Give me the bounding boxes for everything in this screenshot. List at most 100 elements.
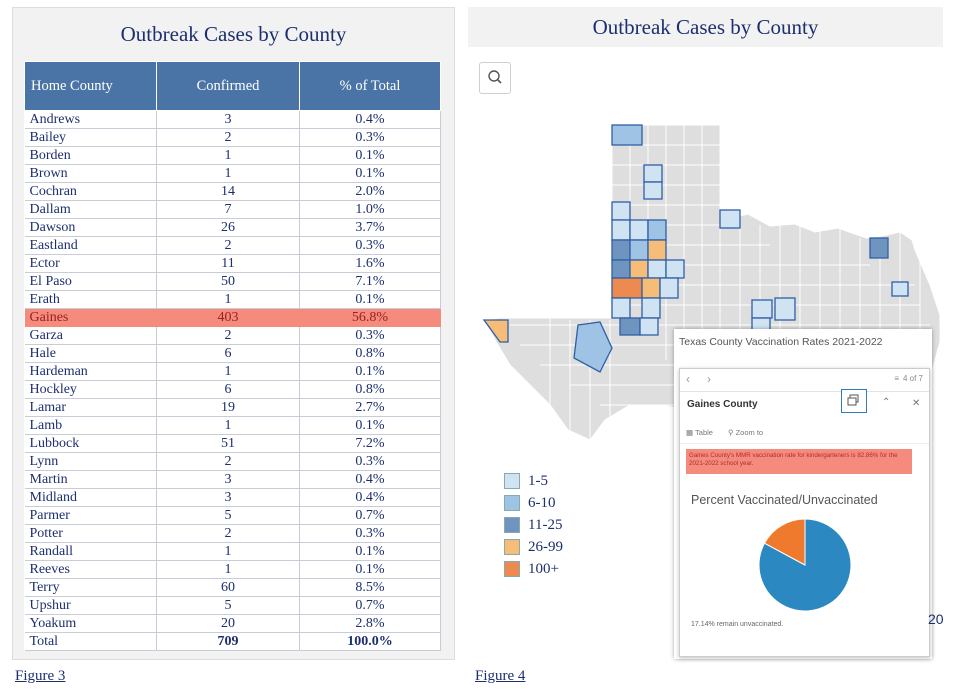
county-cell: Upshur bbox=[24, 596, 157, 615]
county-cell: Borden bbox=[24, 146, 157, 165]
table-header-row: Home County Confirmed % of Total bbox=[24, 61, 441, 111]
county-lubbock bbox=[647, 239, 667, 261]
pie-slice-unvaccinated[interactable] bbox=[763, 518, 806, 566]
pager-text: 4 of 7 bbox=[902, 374, 923, 383]
pct-cell: 7.2% bbox=[299, 434, 441, 453]
confirmed-cell: 19 bbox=[156, 398, 300, 417]
pct-cell: 0.1% bbox=[299, 542, 441, 561]
county-cell: Gaines bbox=[24, 308, 157, 327]
confirmed-cell: 1 bbox=[156, 164, 300, 183]
confirmed-cell: 2 bbox=[156, 524, 300, 543]
legend-label: 26-99 bbox=[528, 538, 563, 555]
county-cell: Total bbox=[24, 632, 157, 651]
table-row: Potter 2 0.3% bbox=[24, 524, 441, 543]
legend-swatch bbox=[504, 495, 520, 511]
county-cell: Hardeman bbox=[24, 362, 157, 381]
confirmed-cell: 14 bbox=[156, 182, 300, 201]
legend-swatch bbox=[504, 473, 520, 489]
pct-cell: 0.3% bbox=[299, 326, 441, 345]
legend-swatch bbox=[504, 539, 520, 555]
table-row: Ector 11 1.6% bbox=[24, 254, 441, 273]
county-cell: Eastland bbox=[24, 236, 157, 255]
county-cell: Lamar bbox=[24, 398, 157, 417]
pct-cell: 0.8% bbox=[299, 380, 441, 399]
county-cell: Parmer bbox=[24, 506, 157, 525]
table-total-row: Total 709 100.0% bbox=[24, 632, 441, 651]
popup-pager[interactable]: ≡ 4 of 7 bbox=[894, 374, 923, 383]
table-row: Randall 1 0.1% bbox=[24, 542, 441, 561]
legend-label: 100+ bbox=[528, 560, 559, 577]
pct-cell: 2.7% bbox=[299, 398, 441, 417]
legend-item: 11-25 bbox=[504, 514, 563, 536]
confirmed-cell: 60 bbox=[156, 578, 300, 597]
county-cochran bbox=[611, 239, 631, 261]
map-search-button[interactable] bbox=[479, 62, 511, 94]
figure3-panel: Outbreak Cases by County Home County Con… bbox=[12, 7, 455, 660]
table-row: Martin 3 0.4% bbox=[24, 470, 441, 489]
table-row: Brown 1 0.1% bbox=[24, 164, 441, 183]
layer-title: Texas County Vaccination Rates 2021-2022 bbox=[679, 336, 883, 348]
chevron-up-icon[interactable]: ⌃ bbox=[882, 397, 891, 408]
pct-cell: 3.7% bbox=[299, 218, 441, 237]
dock-button[interactable] bbox=[841, 389, 867, 413]
table-row: Lamar 19 2.7% bbox=[24, 398, 441, 417]
county-cell: Garza bbox=[24, 326, 157, 345]
table-row: Midland 3 0.4% bbox=[24, 488, 441, 507]
county-cell: Martin bbox=[24, 470, 157, 489]
pct-cell: 0.3% bbox=[299, 128, 441, 147]
chevron-right-icon[interactable]: › bbox=[707, 372, 711, 386]
county-hockley bbox=[629, 239, 649, 261]
county-cell: Hale bbox=[24, 344, 157, 363]
county-cell: Dawson bbox=[24, 218, 157, 237]
confirmed-cell: 2 bbox=[156, 236, 300, 255]
legend-swatch bbox=[504, 561, 520, 577]
table-row: Lamb 1 0.1% bbox=[24, 416, 441, 435]
pct-cell: 2.8% bbox=[299, 614, 441, 633]
figure3-caption-link[interactable]: Figure 3 bbox=[15, 668, 66, 684]
close-icon[interactable]: ✕ bbox=[912, 398, 921, 409]
county-bailey bbox=[611, 219, 631, 241]
confirmed-cell: 3 bbox=[156, 110, 300, 129]
chevron-left-icon[interactable]: ‹ bbox=[686, 372, 690, 386]
pct-cell: 0.1% bbox=[299, 290, 441, 309]
pct-cell: 1.0% bbox=[299, 200, 441, 219]
confirmed-cell: 1 bbox=[156, 290, 300, 309]
pct-cell: 0.1% bbox=[299, 560, 441, 579]
table-row: El Paso 50 7.1% bbox=[24, 272, 441, 291]
confirmed-cell: 2 bbox=[156, 452, 300, 471]
county-reeves bbox=[573, 321, 613, 373]
zoom-label: Zoom to bbox=[735, 428, 764, 437]
column-header-county: Home County bbox=[24, 61, 157, 111]
table-action[interactable]: ▦ Table bbox=[686, 428, 713, 437]
table-icon: ▦ bbox=[686, 428, 694, 437]
table-row: Andrews 3 0.4% bbox=[24, 110, 441, 129]
county-midland bbox=[639, 317, 659, 336]
legend-label: 11-25 bbox=[528, 516, 563, 533]
list-icon: ≡ bbox=[894, 374, 899, 383]
figure4-title: Outbreak Cases by County bbox=[592, 15, 819, 39]
pct-cell: 7.1% bbox=[299, 272, 441, 291]
confirmed-cell: 5 bbox=[156, 506, 300, 525]
legend-swatch bbox=[504, 517, 520, 533]
confirmed-cell: 3 bbox=[156, 488, 300, 507]
pie-chart-title: Percent Vaccinated/Unvaccinated bbox=[691, 493, 878, 507]
county-cell: Andrews bbox=[24, 110, 157, 129]
pct-cell: 0.4% bbox=[299, 110, 441, 129]
table-row: Upshur 5 0.7% bbox=[24, 596, 441, 615]
feature-popup: ‹ › ≡ 4 of 7 Gaines County ⌃ ✕ ▦ Table ⚲ … bbox=[679, 368, 930, 657]
pie-chart-note: 17.14% remain unvaccinated. bbox=[691, 621, 784, 628]
confirmed-cell: 709 bbox=[156, 632, 300, 651]
table-row: Eastland 2 0.3% bbox=[24, 236, 441, 255]
figure3-title: Outbreak Cases by County bbox=[120, 22, 347, 46]
pct-cell: 0.7% bbox=[299, 596, 441, 615]
county-parmer bbox=[611, 201, 631, 221]
zoom-icon: ⚲ bbox=[728, 428, 734, 437]
county-dawson bbox=[641, 277, 661, 299]
county-garza bbox=[665, 259, 685, 279]
table-row: Gaines 403 56.8% bbox=[24, 308, 441, 327]
pct-cell: 0.1% bbox=[299, 164, 441, 183]
figure4-caption-link[interactable]: Figure 4 bbox=[475, 668, 526, 684]
zoom-to-action[interactable]: ⚲ Zoom to bbox=[728, 428, 763, 437]
county-ector bbox=[619, 317, 641, 336]
pct-cell: 0.1% bbox=[299, 146, 441, 165]
